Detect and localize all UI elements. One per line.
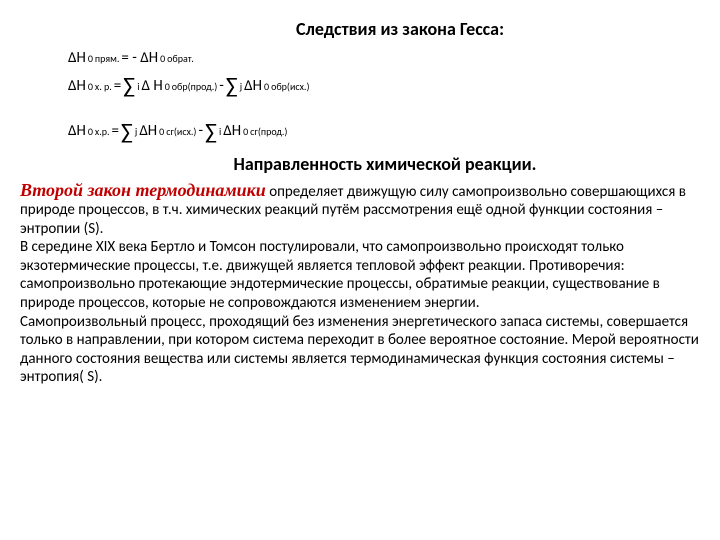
delta-h: ∆H (68, 74, 86, 100)
idx-j: j (240, 78, 242, 95)
delta-h: ∆ H (141, 74, 162, 100)
law-phrase: Второй закон термодинамики (20, 180, 266, 200)
sup-zero: 0 (88, 123, 93, 140)
sup-zero: 0 (160, 50, 165, 67)
delta-h: ∆H (223, 119, 241, 145)
sup-zero: 0 (88, 50, 93, 67)
sup-zero: 0 (159, 123, 164, 140)
sup-zero: 0 (88, 78, 93, 95)
idx-j: j (135, 123, 137, 140)
formula-line-1: ∆H0прям. = - ∆H0обрат. (68, 46, 700, 72)
sup-zero: 0 (243, 123, 248, 140)
sup-zero: 0 (264, 78, 269, 95)
eq-neg: = - ∆H (121, 46, 158, 72)
sub-obrat: обрат. (167, 50, 194, 67)
delta-h: ∆H (68, 119, 86, 145)
delta-h: ∆H (139, 119, 157, 145)
minus: - (219, 74, 224, 100)
sub-sg-prod: сг(прод.) (250, 123, 287, 140)
delta-h: ∆H (68, 46, 86, 72)
formula-line-3: ∆H0х.р. = ∑ j ∆H0сг(исх.) - ∑ i ∆H0сг(пр… (68, 119, 700, 145)
idx-i: i (219, 123, 221, 140)
section-heading: Направленность химической реакции. (70, 153, 700, 175)
body-paragraph: Второй закон термодинамики определяет дв… (20, 179, 700, 388)
minus: - (198, 119, 203, 145)
sub-obr-prod: обр(прод.) (172, 78, 217, 95)
page-title: Следствия из закона Гесса: (100, 18, 700, 40)
formula-block: ∆H0прям. = - ∆H0обрат. ∆H0х. р. = ∑ i ∆ … (68, 46, 700, 145)
sub-xr: х. р. (95, 78, 112, 95)
formula-line-2: ∆H0х. р. = ∑ i ∆ H0обр(прод.) - ∑ j ∆H0о… (68, 74, 700, 100)
eq: = (112, 119, 119, 145)
body-text-content: определяет движущую силу самопроизвольно… (20, 183, 699, 387)
sup-zero: 0 (165, 78, 170, 95)
delta-h: ∆H (244, 74, 262, 100)
idx-i: i (137, 78, 139, 95)
sub-sg-isx: сг(исх.) (166, 123, 196, 140)
sub-obr-isx: обр(исх.) (271, 78, 309, 95)
sub-pryam: прям. (95, 50, 120, 67)
eq: = (114, 74, 121, 100)
sub-xrp: х.р. (95, 123, 110, 140)
